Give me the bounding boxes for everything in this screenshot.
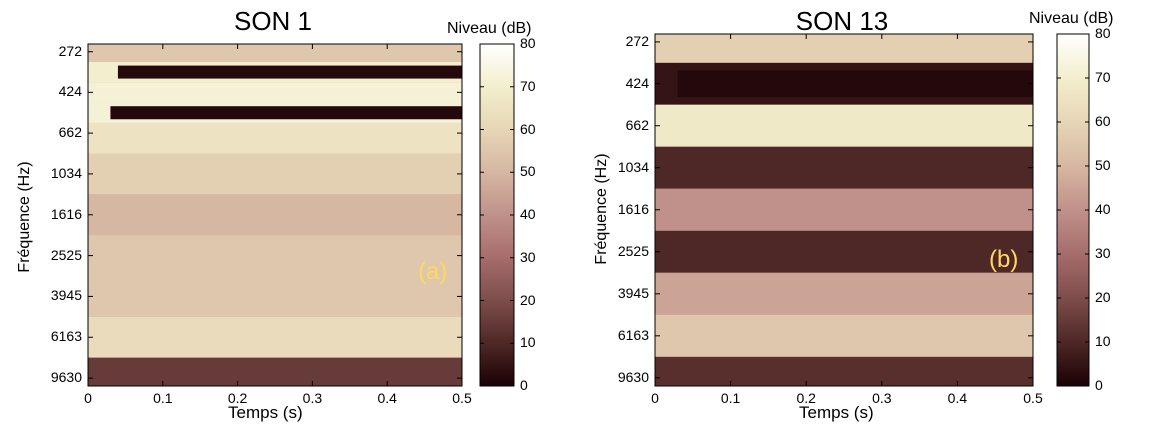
y-tick-label: 272 <box>625 32 649 49</box>
x-tick-label: 0.1 <box>720 390 741 406</box>
spectrogram-panel-b: SON 13 Fréquence (Hz) Temps (s) (b) Nive… <box>577 0 1154 427</box>
x-tick-label: 0 <box>84 390 92 406</box>
heatmap-notch <box>117 65 463 79</box>
y-tick-label: 6163 <box>50 328 82 345</box>
colorbar-tick-label: 50 <box>520 163 536 180</box>
y-tick-label: 3945 <box>617 284 649 301</box>
colorbar-tick-label: 80 <box>1095 25 1111 41</box>
y-tick-label: 3945 <box>50 287 82 304</box>
heatmap-band <box>655 356 1033 386</box>
colorbar-tick-label: 0 <box>520 377 528 393</box>
heatmap-band <box>655 230 1033 273</box>
y-tick-label: 272 <box>58 42 82 59</box>
x-tick-label: 0.4 <box>947 390 968 406</box>
y-tick-label: 1616 <box>50 205 82 222</box>
colorbar-tick-label: 60 <box>520 120 536 137</box>
heatmap-band <box>655 314 1033 357</box>
x-tick-label: 0.2 <box>227 390 248 406</box>
heatmap-band <box>88 82 462 103</box>
y-tick-label: 2525 <box>50 246 82 263</box>
heatmap-plot <box>87 43 463 387</box>
x-tick-label: 0.3 <box>302 390 323 406</box>
heatmap-notch <box>110 106 462 120</box>
x-tick-label: 0 <box>651 390 659 406</box>
heatmap-band <box>88 153 462 195</box>
colorbar-tick-label: 10 <box>1095 333 1111 349</box>
panel-annotation: (a) <box>418 258 448 285</box>
heatmap-band <box>88 357 462 386</box>
heatmap-band <box>88 235 462 277</box>
y-tick-label: 1034 <box>50 164 82 181</box>
colorbar-tick-label: 0 <box>1095 377 1103 393</box>
chart-title: SON 1 <box>233 6 313 36</box>
colorbar-tick-label: 60 <box>1095 113 1111 129</box>
x-tick-label: 0.5 <box>1023 390 1043 406</box>
heatmap-plot <box>654 33 1034 387</box>
colorbar-tick-label: 30 <box>1095 245 1111 261</box>
heatmap-band <box>655 146 1033 189</box>
colorbar-gradient <box>1056 33 1090 387</box>
heatmap-band <box>655 272 1033 315</box>
colorbar-tick-label: 70 <box>1095 69 1111 85</box>
y-tick-label: 662 <box>58 124 82 141</box>
colorbar-gradient <box>479 43 515 387</box>
colorbar-tick-label: 70 <box>520 77 536 94</box>
y-tick-label: 9630 <box>50 369 82 386</box>
heatmap-band <box>88 194 462 236</box>
y-tick-label: 424 <box>58 83 82 100</box>
y-tick-label: 9630 <box>617 368 649 385</box>
colorbar-tick-label: 20 <box>520 291 536 308</box>
colorbar <box>479 43 515 387</box>
y-tick-label: 1034 <box>617 158 649 175</box>
x-tick-label: 0.5 <box>452 390 472 406</box>
colorbar-tick-label: 40 <box>520 206 536 222</box>
y-tick-label: 6163 <box>617 326 649 343</box>
x-axis-label: Temps (s) <box>799 403 874 422</box>
x-tick-label: 0.1 <box>153 390 173 406</box>
heatmap-band <box>88 276 462 317</box>
heatmap-band <box>88 122 462 154</box>
x-tick-label: 0.2 <box>796 390 816 406</box>
colorbar-tick-label: 20 <box>1095 289 1111 305</box>
spectrogram-panel-a: SON 1 Fréquence (Hz) Temps (s) (a) Nivea… <box>16 6 536 422</box>
heatmap-band <box>655 34 1033 63</box>
chart-title: SON 13 <box>795 6 889 36</box>
colorbar-label: Niveau (dB) <box>447 20 532 37</box>
colorbar-tick-label: 40 <box>1095 201 1111 217</box>
colorbar <box>1056 33 1090 387</box>
colorbar-label: Niveau (dB) <box>1029 10 1114 27</box>
panel-annotation: (b) <box>989 246 1019 273</box>
y-tick-label: 2525 <box>617 242 649 259</box>
colorbar-tick-label: 50 <box>1095 157 1111 173</box>
x-axis-label: Temps (s) <box>228 403 303 422</box>
heatmap-band <box>655 188 1033 231</box>
heatmap-band <box>88 316 462 358</box>
heatmap-band <box>655 104 1033 147</box>
colorbar-tick-label: 80 <box>520 35 536 51</box>
x-tick-label: 0.4 <box>377 390 397 406</box>
y-tick-label: 662 <box>625 116 649 133</box>
y-tick-label: 1616 <box>617 200 649 217</box>
x-tick-label: 0.3 <box>872 390 892 406</box>
y-tick-label: 424 <box>625 74 649 91</box>
heatmap-band <box>88 44 462 62</box>
heatmap-notch <box>677 70 1033 98</box>
y-axis-label: Fréquence (Hz) <box>16 161 33 273</box>
colorbar-tick-label: 10 <box>520 334 536 351</box>
colorbar-tick-label: 30 <box>520 248 536 265</box>
